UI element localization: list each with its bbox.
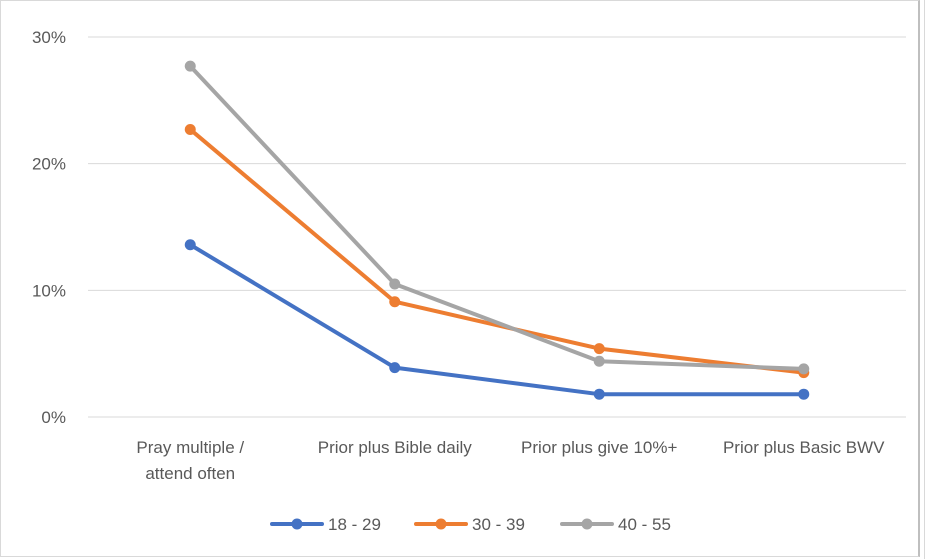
data-point	[184, 239, 196, 251]
x-tick-label-line: Prior plus give 10%+	[521, 438, 677, 457]
x-tick-label: Prior plus Basic BWV	[723, 438, 885, 457]
x-tick-label: Prior plus Bible daily	[318, 438, 473, 457]
window-edge	[924, 0, 925, 559]
data-point	[389, 362, 401, 374]
y-tick-label: 20%	[32, 155, 66, 174]
x-tick-label: Pray multiple / attend often	[136, 438, 244, 483]
data-point	[184, 123, 196, 135]
series-line	[188, 127, 806, 375]
data-point	[593, 388, 605, 400]
legend-label: 30 - 39	[472, 515, 525, 534]
gridlines	[88, 36, 906, 418]
legend-label: 18 - 29	[328, 515, 381, 534]
data-point	[389, 296, 401, 308]
x-tick-label-line: Pray multiple /	[136, 438, 244, 457]
x-tick-label: Prior plus give 10%+	[521, 438, 677, 457]
legend-swatch-marker	[291, 518, 303, 530]
y-tick-label: 30%	[32, 28, 66, 47]
data-point	[184, 60, 196, 72]
legend: 18 - 29 30 - 39 40 - 55	[270, 515, 671, 534]
series-line	[188, 242, 806, 397]
data-point	[593, 343, 605, 355]
data-point	[389, 278, 401, 290]
y-axis-ticks: 0% 10% 20% 30%	[32, 28, 66, 427]
y-tick-label: 0%	[41, 408, 66, 427]
x-tick-label-line: Prior plus Bible daily	[318, 438, 473, 457]
x-tick-label-line: attend often	[145, 464, 235, 483]
x-axis-ticks: Pray multiple / attend often Prior plus Bi…	[136, 438, 885, 483]
legend-swatch-marker	[435, 518, 447, 530]
y-tick-label: 10%	[32, 281, 66, 300]
series-line	[188, 64, 806, 371]
legend-label: 40 - 55	[618, 515, 671, 534]
series-lines	[184, 60, 810, 400]
data-point	[798, 363, 810, 375]
legend-swatch-marker	[581, 518, 593, 530]
data-point	[798, 388, 810, 400]
data-point	[593, 355, 605, 367]
x-tick-label-line: Prior plus Basic BWV	[723, 438, 885, 457]
